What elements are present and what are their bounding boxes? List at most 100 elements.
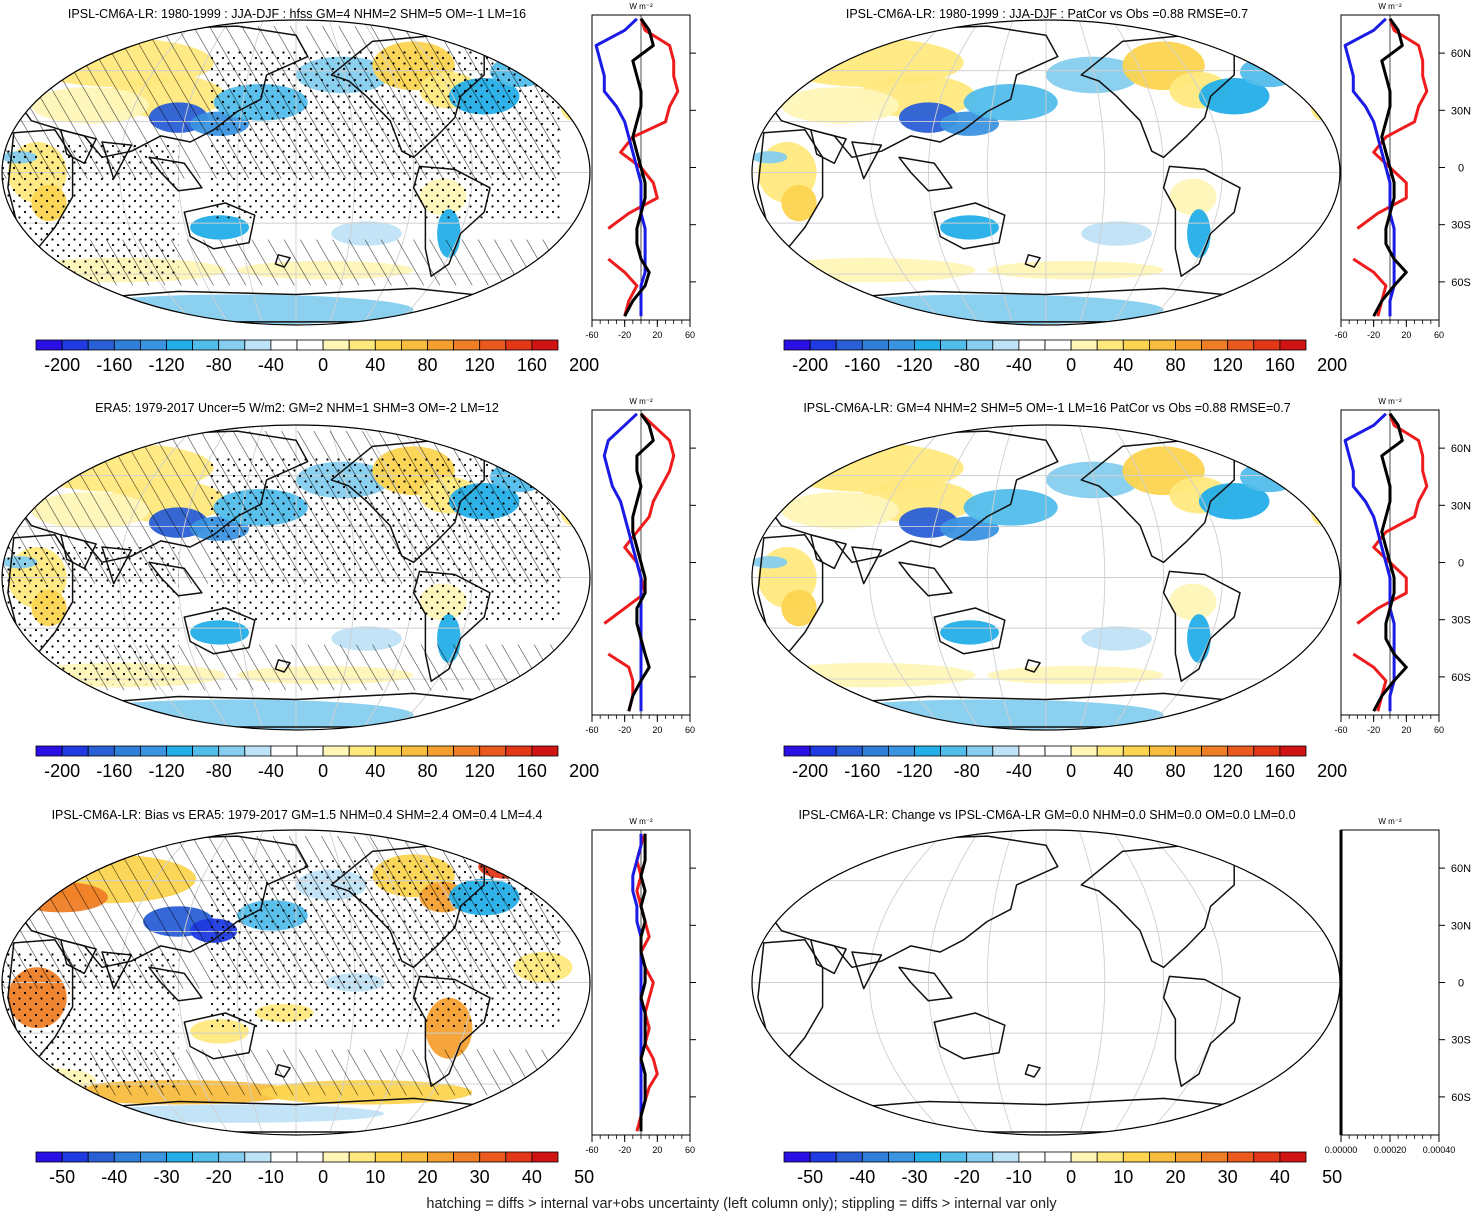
colorbar-box <box>270 745 298 757</box>
colorbar-box <box>531 745 559 757</box>
colorbar-box <box>1096 339 1124 351</box>
colorbar-tick-label: 40 <box>522 1167 542 1187</box>
colorbar-tick-label: -30 <box>153 1167 179 1187</box>
colorbar-tick-label: 40 <box>1113 355 1133 375</box>
map-border <box>1 19 591 326</box>
colorbar-box <box>479 1151 507 1163</box>
colorbar-box <box>888 339 915 351</box>
colorbar-box <box>809 339 837 351</box>
x-tick-label: -60 <box>585 725 598 735</box>
zonal-mean-line-red <box>607 18 680 317</box>
colorbar-tick-label: 160 <box>517 355 547 375</box>
colorbar-box <box>783 339 811 351</box>
colorbar-tick-label: 10 <box>365 1167 385 1187</box>
colorbar-box <box>244 339 272 351</box>
colorbar-tick-label: 0 <box>318 1167 328 1187</box>
zonal-mean-line-red <box>635 833 659 1132</box>
colorbar-box <box>296 339 324 351</box>
colorbar-tick-label: 40 <box>1113 761 1133 781</box>
y-tick-label: 0 <box>1458 558 1464 570</box>
graticule-meridian <box>1144 830 1223 1135</box>
colorbar-box <box>966 745 994 757</box>
colorbar-box <box>322 745 350 757</box>
field-region <box>1046 461 1141 499</box>
colorbar-box <box>1253 339 1281 351</box>
colorbar-box <box>809 1151 837 1163</box>
colorbar-tick-label: -20 <box>954 1167 980 1187</box>
field-region <box>810 294 1164 325</box>
colorbar-box <box>1227 745 1255 757</box>
zonal-mean-line-blue <box>631 833 643 1132</box>
colorbar-tick-label: 200 <box>1317 355 1347 375</box>
x-tick-label: -20 <box>1367 725 1380 735</box>
colorbar-box <box>244 745 272 757</box>
field-region <box>752 151 788 164</box>
colorbar-box <box>835 745 863 757</box>
coastline-seasia <box>898 561 953 597</box>
colorbar-box <box>1096 1151 1124 1163</box>
y-tick-label: 60S <box>1451 672 1471 684</box>
field-region <box>763 257 976 283</box>
colorbar-box <box>1070 339 1098 351</box>
graticule-meridian <box>1078 830 1106 1135</box>
colorbar-box <box>35 1151 63 1163</box>
x-tick-label: 20 <box>652 725 662 735</box>
zonal-mean-panel-4: W m⁻² -60 -20 20 60 60N 30N 0 30S 60S <box>1334 397 1471 735</box>
field-region <box>190 620 249 645</box>
zonal-mean-line-black <box>639 833 647 1132</box>
x-tick-label: -20 <box>618 330 631 340</box>
x-tick-label: 60 <box>685 725 695 735</box>
zonal-mean-line-black <box>627 412 655 712</box>
coastline-australia <box>933 202 1006 250</box>
colorbar-box <box>453 339 481 351</box>
map-border <box>1 829 591 1136</box>
zonal-mean-panel-2: W m⁻² -60 -20 20 60 60N 30N 0 30S 60S <box>1334 2 1471 340</box>
colorbar-tick-label: 200 <box>569 355 599 375</box>
zonal-mean-unit: W m⁻² <box>1378 397 1402 406</box>
stippling-overlay <box>2 952 179 1090</box>
zonal-mean-unit: W m⁻² <box>1378 817 1402 826</box>
colorbar-box <box>400 745 428 757</box>
colorbar-box <box>992 745 1020 757</box>
colorbar-box <box>322 339 350 351</box>
panel-title: IPSL-CM6A-LR: 1980-1999 : JJA-DJF : hfss… <box>68 7 526 21</box>
field-region <box>987 260 1164 280</box>
field-region <box>752 556 788 569</box>
coastline-greenland <box>1221 28 1282 58</box>
zonal-mean-line-black <box>1372 17 1408 317</box>
field-region <box>1240 461 1299 493</box>
colorbar-box <box>809 745 837 757</box>
colorbar-box <box>270 1151 298 1163</box>
colorbar-box <box>244 1151 272 1163</box>
colorbar-tick-label: 30 <box>1218 1167 1238 1187</box>
field-region <box>60 699 414 730</box>
zonal-mean-panel-5: W m⁻² -60 -20 20 60 <box>585 817 696 1155</box>
colorbar-box <box>348 1151 376 1163</box>
colorbar-box <box>888 745 915 757</box>
panel-title: IPSL-CM6A-LR: Change vs IPSL-CM6A-LR GM=… <box>798 808 1295 822</box>
coastline-arabia <box>810 939 847 975</box>
colorbar-tick-label: -160 <box>844 355 880 375</box>
colorbar-box <box>992 1151 1020 1163</box>
colorbar-tick-label: -200 <box>44 355 80 375</box>
colorbar-box <box>1018 745 1046 757</box>
colorbar-box <box>453 745 481 757</box>
colorbar-box <box>61 1151 89 1163</box>
colorbar-tick-label: -120 <box>148 355 184 375</box>
colorbar-box <box>835 339 863 351</box>
colorbar-box <box>1096 745 1124 757</box>
coastline-africa <box>757 534 824 655</box>
colorbar-box <box>1201 339 1229 351</box>
zonal-mean-panel-6: W m⁻² 0.00000 0.00020 0.00040 60N 30N 0 30S 60S <box>1325 817 1471 1155</box>
colorbar-box <box>505 745 533 757</box>
colorbar-box <box>166 339 194 351</box>
field-region <box>1169 583 1217 621</box>
colorbar-tick-label: 120 <box>1213 761 1243 781</box>
colorbar-box <box>192 1151 220 1163</box>
y-tick-label: 0 <box>1458 978 1464 990</box>
map-border <box>751 19 1341 326</box>
coastline-samerica <box>1162 570 1241 682</box>
field-region <box>763 662 976 688</box>
colorbar-box <box>1149 1151 1176 1163</box>
